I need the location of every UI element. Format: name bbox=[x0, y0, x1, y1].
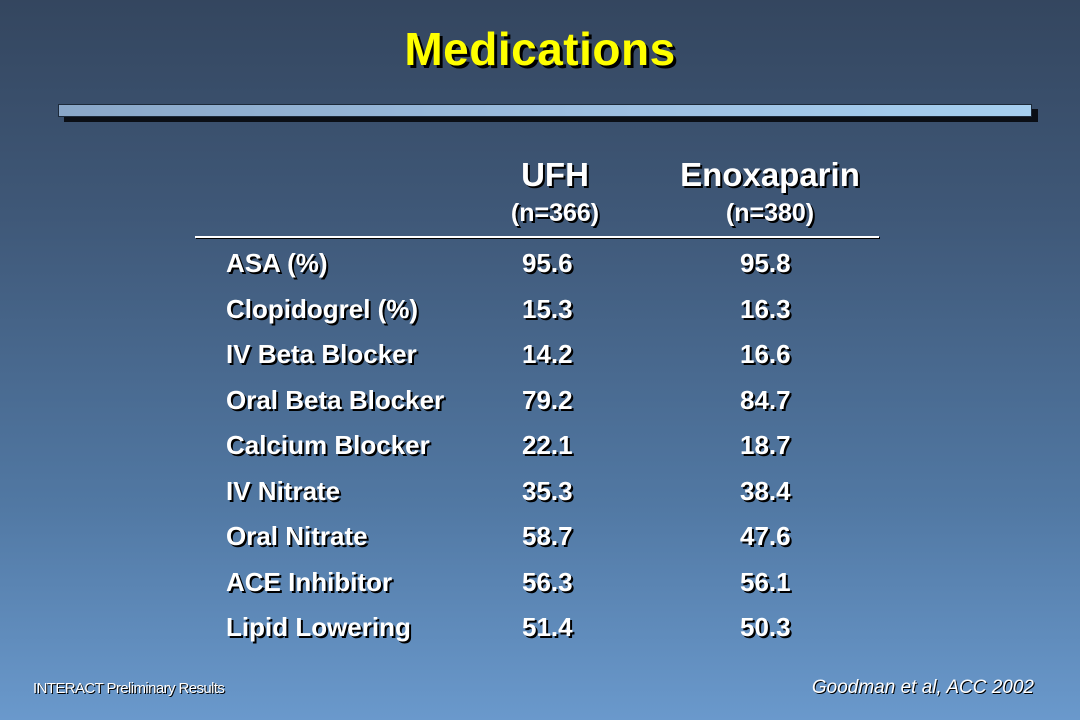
row-enoxaparin-value: 56.1 bbox=[740, 566, 791, 597]
column-header-enoxaparin-name: Enoxaparin bbox=[680, 156, 860, 193]
row-label: IV Beta Blocker bbox=[226, 339, 417, 369]
row-label: Calcium Blocker bbox=[226, 430, 430, 460]
row-enoxaparin-value: 50.3 bbox=[740, 612, 791, 642]
row-label: Oral Beta Blocker bbox=[226, 384, 445, 415]
slide-title: Medications bbox=[404, 23, 676, 75]
row-ufh-value: 14.2 bbox=[522, 339, 573, 369]
table-row: Calcium Blocker 22.1 18.7 bbox=[0, 426, 1080, 472]
table-row: Clopidogrel (%) 15.3 16.3 bbox=[0, 290, 1080, 336]
table-row: ACE Inhibitor 56.3 56.1 bbox=[0, 563, 1080, 609]
row-enoxaparin-value: 95.8 bbox=[740, 248, 791, 278]
row-enoxaparin-value: 84.7 bbox=[740, 384, 791, 415]
footer-study-note: INTERACT Preliminary Results bbox=[33, 680, 225, 697]
row-ufh-value: 22.1 bbox=[522, 430, 573, 460]
table-row: Oral Nitrate 58.7 47.6 bbox=[0, 517, 1080, 563]
table-row: Lipid Lowering 51.4 50.3 bbox=[0, 608, 1080, 654]
medications-table: ASA (%) 95.6 95.8 Clopidogrel (%) 15.3 1… bbox=[0, 244, 1080, 654]
table-row: IV Beta Blocker 14.2 16.6 bbox=[0, 335, 1080, 381]
table-row: Oral Beta Blocker 79.2 84.7 bbox=[0, 381, 1080, 427]
footer-citation: Goodman et al, ACC 2002 bbox=[811, 677, 1034, 698]
table-row: ASA (%) 95.6 95.8 bbox=[0, 244, 1080, 290]
title-underline-bar bbox=[58, 104, 1032, 117]
row-enoxaparin-value: 47.6 bbox=[740, 521, 791, 551]
row-label: ASA (%) bbox=[226, 248, 328, 278]
row-label: Clopidogrel (%) bbox=[226, 293, 419, 324]
column-header-ufh: UFH (n=366) bbox=[480, 157, 630, 229]
row-label: IV Nitrate bbox=[226, 475, 341, 506]
row-ufh-value: 15.3 bbox=[522, 293, 573, 324]
row-enoxaparin-value: 16.6 bbox=[740, 339, 791, 369]
row-ufh-value: 35.3 bbox=[522, 475, 573, 506]
row-label: Lipid Lowering bbox=[226, 612, 411, 642]
row-ufh-value: 79.2 bbox=[522, 384, 573, 415]
row-ufh-value: 56.3 bbox=[522, 566, 573, 597]
column-header-enoxaparin: Enoxaparin (n=380) bbox=[660, 157, 880, 229]
row-ufh-value: 58.7 bbox=[522, 521, 573, 551]
row-enoxaparin-value: 18.7 bbox=[740, 430, 791, 460]
header-divider bbox=[195, 236, 879, 238]
row-ufh-value: 95.6 bbox=[522, 248, 573, 278]
table-row: IV Nitrate 35.3 38.4 bbox=[0, 472, 1080, 518]
row-enoxaparin-value: 38.4 bbox=[740, 475, 791, 506]
row-label: ACE Inhibitor bbox=[226, 566, 393, 597]
column-header-ufh-n: (n=366) bbox=[510, 199, 600, 227]
row-ufh-value: 51.4 bbox=[522, 612, 573, 642]
column-header-ufh-name: UFH bbox=[521, 156, 589, 193]
column-header-enoxaparin-n: (n=380) bbox=[725, 199, 815, 227]
row-label: Oral Nitrate bbox=[226, 521, 368, 551]
row-enoxaparin-value: 16.3 bbox=[740, 293, 791, 324]
